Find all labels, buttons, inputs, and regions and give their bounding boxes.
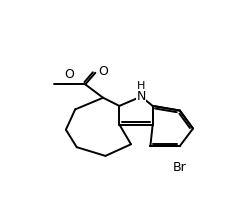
Text: O: O <box>98 65 108 78</box>
Text: N: N <box>136 90 146 103</box>
Text: O: O <box>64 68 74 81</box>
Text: Br: Br <box>173 161 187 174</box>
Text: H: H <box>137 81 145 91</box>
